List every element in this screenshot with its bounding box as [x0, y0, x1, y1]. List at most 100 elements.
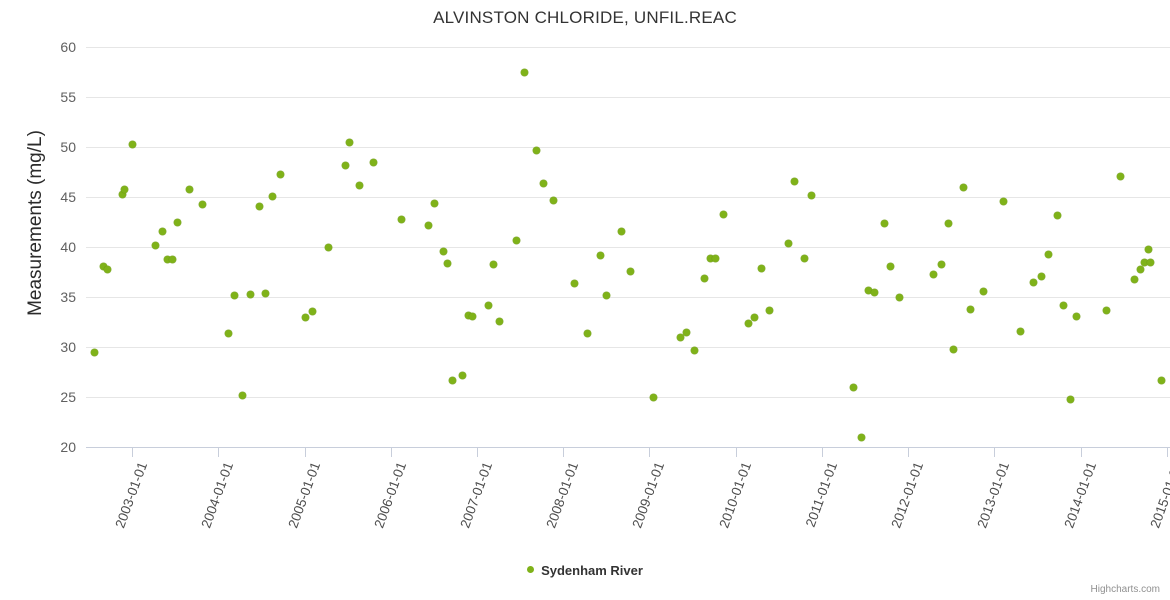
scatter-point[interactable]	[751, 313, 759, 321]
scatter-point[interactable]	[720, 210, 728, 218]
scatter-point[interactable]	[277, 170, 285, 178]
scatter-point[interactable]	[230, 291, 238, 299]
scatter-point[interactable]	[225, 329, 233, 337]
scatter-point[interactable]	[449, 376, 457, 384]
scatter-point[interactable]	[129, 140, 137, 148]
scatter-point[interactable]	[238, 391, 246, 399]
scatter-point[interactable]	[342, 161, 350, 169]
scatter-point[interactable]	[397, 215, 405, 223]
scatter-point[interactable]	[707, 254, 715, 262]
scatter-point[interactable]	[431, 199, 439, 207]
scatter-point[interactable]	[302, 313, 310, 321]
scatter-point[interactable]	[308, 307, 316, 315]
scatter-point[interactable]	[1131, 275, 1139, 283]
scatter-point[interactable]	[790, 177, 798, 185]
scatter-point[interactable]	[1147, 258, 1155, 266]
scatter-point[interactable]	[602, 291, 610, 299]
scatter-point[interactable]	[887, 262, 895, 270]
scatter-point[interactable]	[1158, 376, 1165, 384]
scatter-point[interactable]	[520, 68, 528, 76]
scatter-point[interactable]	[1066, 395, 1074, 403]
legend-item-sydenham-river[interactable]: Sydenham River	[527, 562, 643, 578]
scatter-point[interactable]	[808, 191, 816, 199]
scatter-point[interactable]	[199, 200, 207, 208]
scatter-point[interactable]	[261, 289, 269, 297]
scatter-point[interactable]	[649, 393, 657, 401]
scatter-point[interactable]	[1140, 258, 1148, 266]
scatter-point[interactable]	[871, 288, 879, 296]
scatter-point[interactable]	[1038, 272, 1046, 280]
scatter-point[interactable]	[966, 305, 974, 313]
scatter-point[interactable]	[469, 312, 477, 320]
scatter-point[interactable]	[513, 236, 521, 244]
scatter-point[interactable]	[960, 183, 968, 191]
scatter-point[interactable]	[540, 179, 548, 187]
scatter-point[interactable]	[1137, 265, 1145, 273]
scatter-point[interactable]	[1016, 327, 1024, 335]
scatter-point[interactable]	[1144, 245, 1152, 253]
scatter-point[interactable]	[346, 138, 354, 146]
scatter-point[interactable]	[1044, 250, 1052, 258]
scatter-point[interactable]	[496, 317, 504, 325]
scatter-point[interactable]	[785, 239, 793, 247]
scatter-point[interactable]	[676, 333, 684, 341]
scatter-point[interactable]	[584, 329, 592, 337]
scatter-point[interactable]	[369, 158, 377, 166]
scatter-point[interactable]	[91, 348, 99, 356]
scatter-point[interactable]	[169, 255, 177, 263]
scatter-point[interactable]	[174, 218, 182, 226]
scatter-point[interactable]	[425, 221, 433, 229]
scatter-point[interactable]	[1103, 306, 1111, 314]
scatter-point[interactable]	[929, 270, 937, 278]
scatter-point[interactable]	[186, 185, 194, 193]
scatter-point[interactable]	[549, 196, 557, 204]
scatter-point[interactable]	[690, 346, 698, 354]
scatter-point[interactable]	[159, 227, 167, 235]
scatter-point[interactable]	[880, 219, 888, 227]
scatter-point[interactable]	[1053, 211, 1061, 219]
scatter-point[interactable]	[1059, 301, 1067, 309]
scatter-point[interactable]	[800, 254, 808, 262]
scatter-point[interactable]	[765, 306, 773, 314]
scatter-point[interactable]	[858, 433, 866, 441]
scatter-point[interactable]	[950, 345, 958, 353]
scatter-point[interactable]	[865, 286, 873, 294]
scatter-point[interactable]	[618, 227, 626, 235]
scatter-point[interactable]	[1000, 197, 1008, 205]
scatter-point[interactable]	[945, 219, 953, 227]
scatter-point[interactable]	[849, 383, 857, 391]
scatter-point[interactable]	[485, 301, 493, 309]
scatter-point[interactable]	[164, 255, 172, 263]
scatter-point[interactable]	[355, 181, 363, 189]
plot-area[interactable]	[86, 47, 1170, 447]
scatter-point[interactable]	[757, 264, 765, 272]
scatter-point[interactable]	[532, 146, 540, 154]
scatter-point[interactable]	[571, 279, 579, 287]
scatter-point[interactable]	[1117, 172, 1125, 180]
scatter-point[interactable]	[152, 241, 160, 249]
scatter-point[interactable]	[683, 328, 691, 336]
scatter-point[interactable]	[439, 247, 447, 255]
scatter-point[interactable]	[700, 274, 708, 282]
scatter-point[interactable]	[104, 265, 112, 273]
scatter-point[interactable]	[324, 243, 332, 251]
scatter-point[interactable]	[465, 311, 473, 319]
scatter-point[interactable]	[895, 293, 903, 301]
scatter-point[interactable]	[100, 262, 108, 270]
scatter-point[interactable]	[246, 290, 254, 298]
scatter-point[interactable]	[597, 251, 605, 259]
scatter-point[interactable]	[443, 259, 451, 267]
scatter-point[interactable]	[490, 260, 498, 268]
scatter-point[interactable]	[1029, 278, 1037, 286]
scatter-point[interactable]	[459, 371, 467, 379]
scatter-point[interactable]	[979, 287, 987, 295]
scatter-point[interactable]	[937, 260, 945, 268]
scatter-point[interactable]	[1072, 312, 1080, 320]
highcharts-credits[interactable]: Highcharts.com	[1090, 584, 1160, 595]
scatter-point[interactable]	[268, 192, 276, 200]
scatter-point[interactable]	[118, 190, 126, 198]
scatter-point[interactable]	[712, 254, 720, 262]
scatter-point[interactable]	[256, 202, 264, 210]
scatter-point[interactable]	[745, 319, 753, 327]
scatter-point[interactable]	[626, 267, 634, 275]
